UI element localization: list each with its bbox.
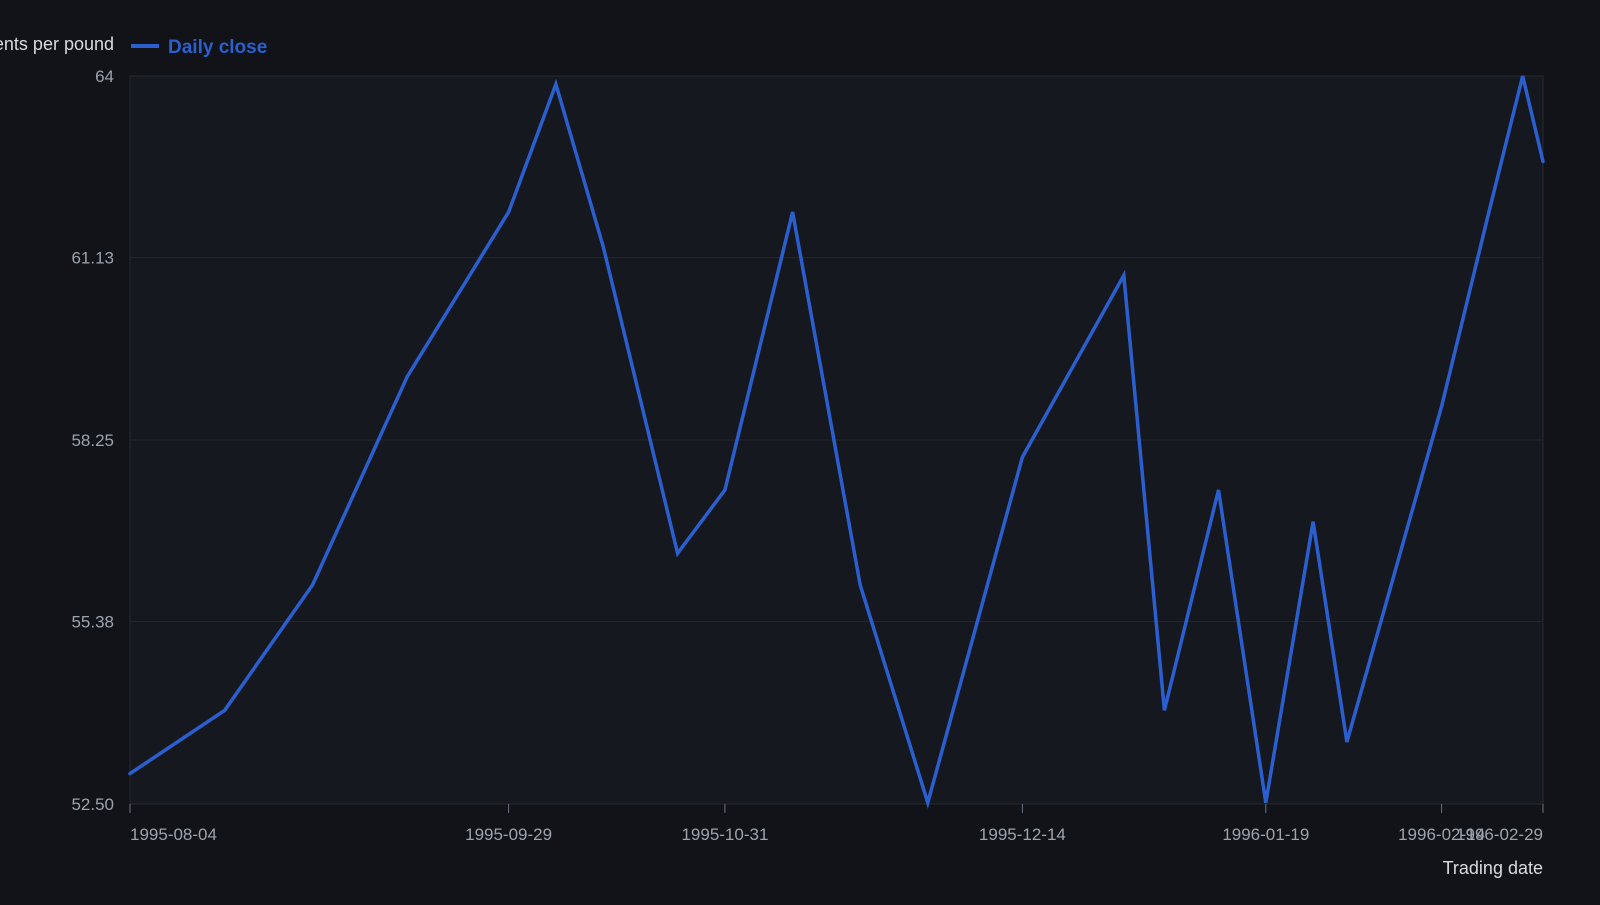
y-tick-label: 64 <box>95 67 114 86</box>
y-tick-label: 61.13 <box>71 249 114 268</box>
y-axis-title: Cents per pound <box>0 34 114 54</box>
gridlines <box>130 257 1543 623</box>
x-tick-label: 1996-02-14 <box>1398 825 1485 844</box>
x-tick-label: 1995-10-31 <box>681 825 768 844</box>
x-tick-label: 1995-08-04 <box>130 825 217 844</box>
y-axis-ticks: 52.50 55.38 58.25 61.13 64 <box>71 67 114 814</box>
x-axis-title: Trading date <box>1443 858 1543 878</box>
legend-label-daily-close: Daily close <box>168 37 267 58</box>
legend: Daily close <box>131 37 267 58</box>
y-tick-label: 58.25 <box>71 431 114 450</box>
y-tick-label: 55.38 <box>71 613 114 632</box>
x-tick-label: 1996-01-19 <box>1222 825 1309 844</box>
y-tick-label: 52.50 <box>71 795 114 814</box>
x-tick-label: 1996-02-29 <box>1456 825 1543 844</box>
x-axis-ticks: 1995-08-04 1995-09-29 1995-10-31 1995-12-14… <box>129 804 1544 844</box>
x-tick-label: 1995-12-14 <box>979 825 1066 844</box>
series-line-daily-close <box>128 75 1545 809</box>
x-tick-label: 1995-09-29 <box>465 825 552 844</box>
